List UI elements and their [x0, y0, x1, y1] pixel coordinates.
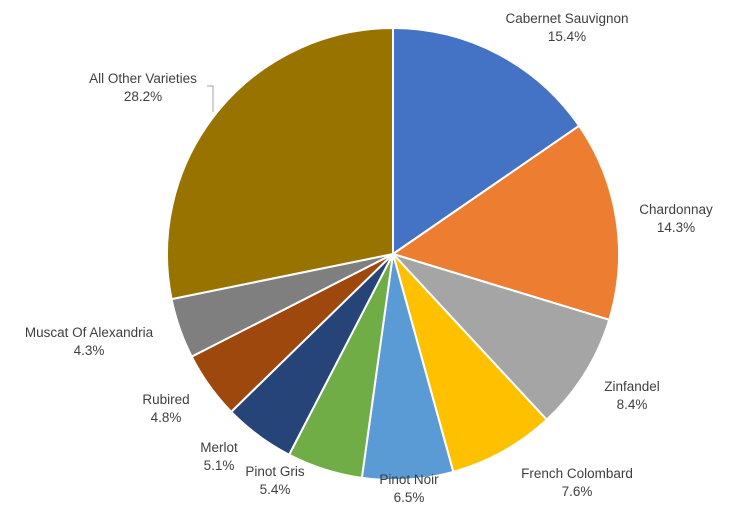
slice-label-rubired: Rubired	[142, 392, 189, 407]
slice-label-all-other-varieties: All Other Varieties	[89, 71, 197, 86]
slice-label-muscat-of-alexandria: Muscat Of Alexandria	[25, 325, 154, 340]
pie-slice-zinfandel	[389, 251, 611, 422]
slice-value-pinot-gris: 5.4%	[260, 482, 291, 497]
slice-label-cabernet-sauvignon: Cabernet Sauvignon	[505, 11, 628, 26]
slice-label-zinfandel: Zinfandel	[604, 379, 660, 394]
slice-label-merlot: Merlot	[200, 440, 238, 455]
slice-value-cabernet-sauvignon: 15.4%	[548, 29, 586, 44]
slice-value-zinfandel: 8.4%	[617, 397, 648, 412]
leader-line-all-other-varieties	[207, 85, 214, 112]
slice-label-pinot-noir: Pinot Noir	[379, 472, 439, 487]
slice-value-all-other-varieties: 28.2%	[124, 89, 162, 104]
slice-label-chardonnay: Chardonnay	[639, 202, 713, 217]
pie-slice-french-colombard	[392, 253, 549, 474]
slice-value-muscat-of-alexandria: 4.3%	[74, 343, 105, 358]
slice-label-french-colombard: French Colombard	[521, 466, 633, 481]
pie-slice-all-other-varieties	[166, 26, 394, 301]
slice-value-french-colombard: 7.6%	[562, 484, 593, 499]
slice-value-rubired: 4.8%	[151, 410, 182, 425]
slice-label-pinot-gris: Pinot Gris	[245, 464, 305, 479]
slice-value-pinot-noir: 6.5%	[394, 490, 425, 505]
pie-slice-cabernet-sauvignon	[392, 26, 581, 256]
slice-value-merlot: 5.1%	[204, 458, 235, 473]
slice-value-chardonnay: 14.3%	[657, 220, 695, 235]
pie-slice-chardonnay	[390, 124, 620, 322]
